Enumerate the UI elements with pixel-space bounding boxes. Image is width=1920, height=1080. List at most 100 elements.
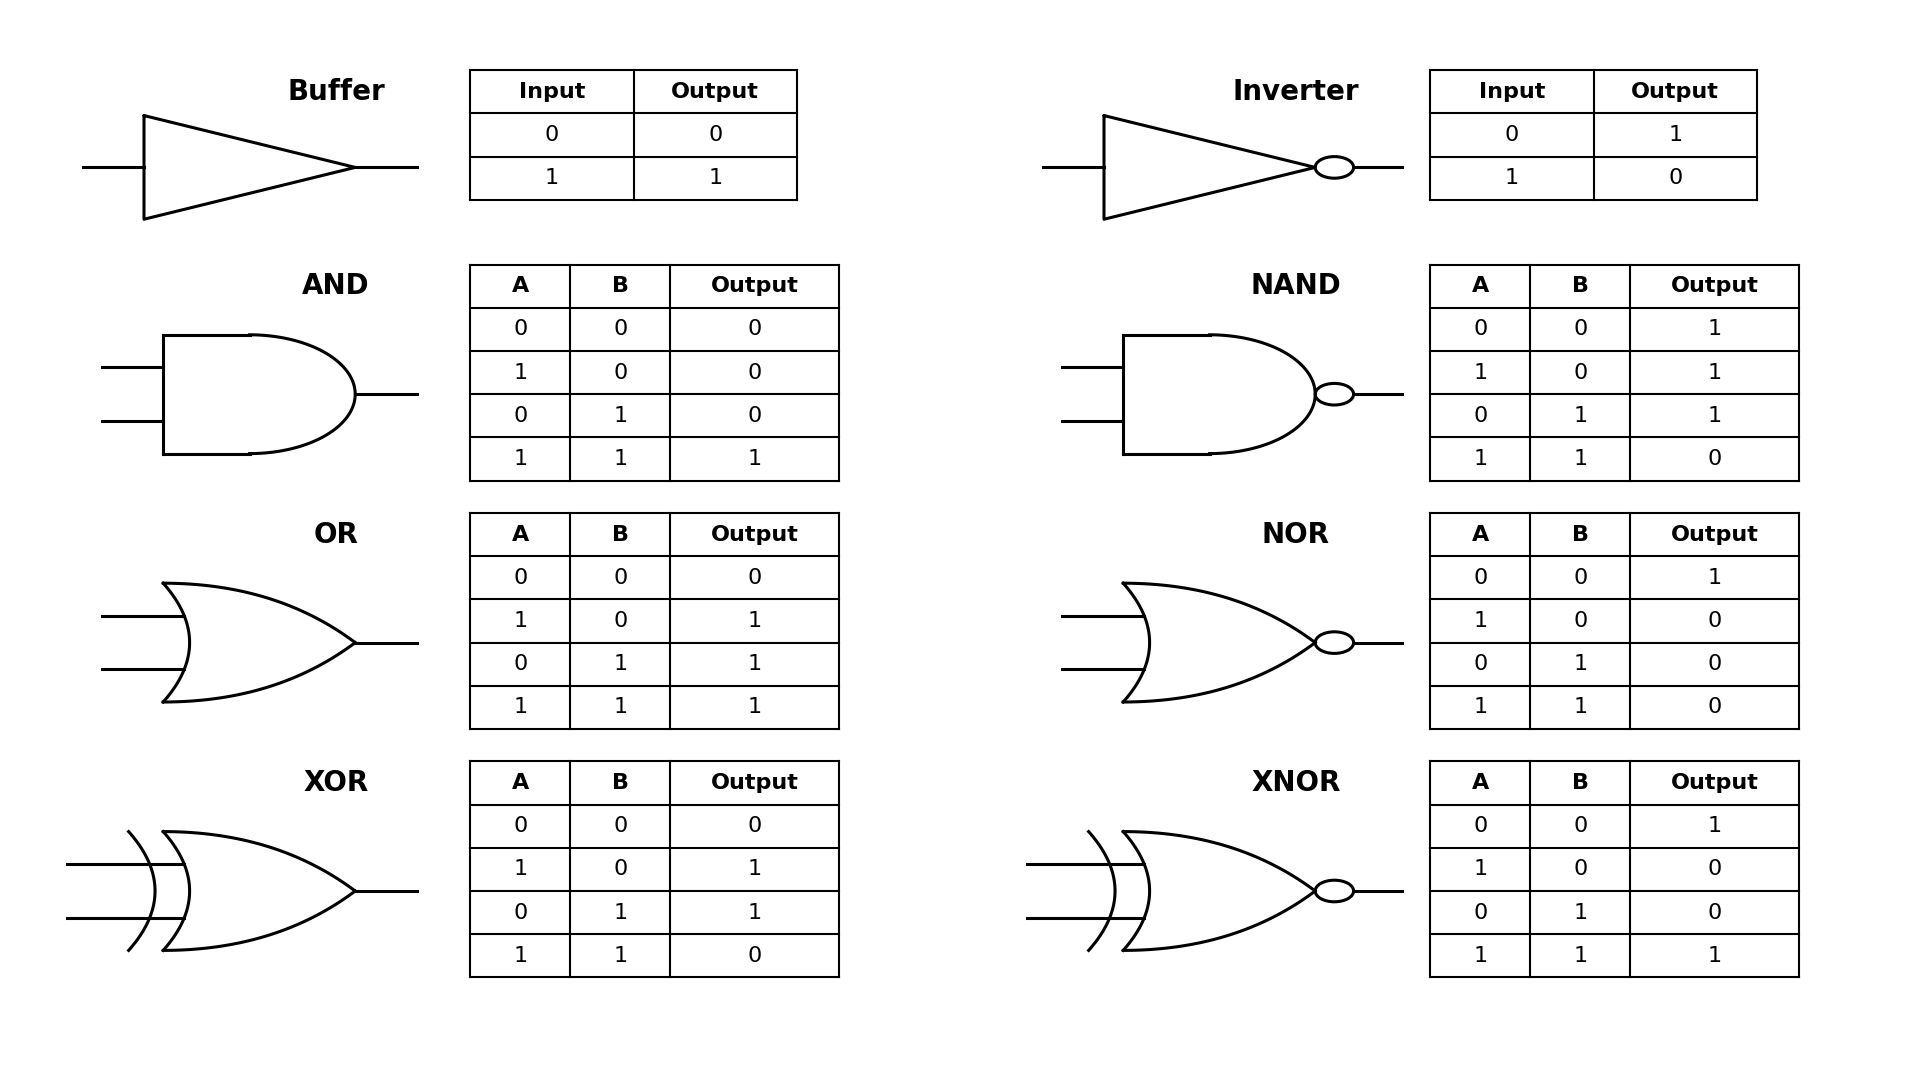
Text: Output: Output [1670, 525, 1759, 544]
Text: 1: 1 [1572, 449, 1588, 469]
Text: 0: 0 [1473, 406, 1488, 426]
Text: 0: 0 [1707, 449, 1722, 469]
Text: B: B [612, 773, 628, 793]
Text: 1: 1 [612, 903, 628, 922]
Text: 1: 1 [1707, 406, 1722, 426]
Text: 0: 0 [747, 946, 762, 966]
Text: 1: 1 [513, 860, 528, 879]
Text: 0: 0 [612, 320, 628, 339]
Text: 1: 1 [612, 654, 628, 674]
Text: 1: 1 [545, 168, 559, 188]
Text: 0: 0 [513, 568, 528, 588]
Text: 0: 0 [1572, 611, 1588, 631]
Text: A: A [513, 525, 528, 544]
Text: 0: 0 [513, 320, 528, 339]
Text: 0: 0 [1572, 568, 1588, 588]
Text: A: A [1473, 276, 1488, 296]
Text: 1: 1 [1572, 406, 1588, 426]
Text: 1: 1 [1707, 568, 1722, 588]
Text: Output: Output [1670, 276, 1759, 296]
Text: 1: 1 [612, 946, 628, 966]
Text: 0: 0 [1707, 860, 1722, 879]
Text: 0: 0 [747, 363, 762, 382]
Text: Output: Output [1670, 773, 1759, 793]
Text: NOR: NOR [1261, 521, 1331, 549]
Text: 0: 0 [513, 816, 528, 836]
Text: 1: 1 [1707, 320, 1722, 339]
Text: Output: Output [710, 773, 799, 793]
Text: 0: 0 [1473, 568, 1488, 588]
Text: 1: 1 [513, 611, 528, 631]
Text: XOR: XOR [303, 769, 369, 797]
Text: 1: 1 [1473, 946, 1488, 966]
Text: 0: 0 [1473, 320, 1488, 339]
Text: 0: 0 [612, 611, 628, 631]
Text: 1: 1 [1473, 363, 1488, 382]
Text: 0: 0 [545, 125, 559, 145]
Text: 1: 1 [747, 611, 762, 631]
Text: 1: 1 [612, 449, 628, 469]
Text: 0: 0 [747, 406, 762, 426]
Text: 1: 1 [747, 654, 762, 674]
Text: 1: 1 [1572, 903, 1588, 922]
Text: 0: 0 [747, 816, 762, 836]
Text: 1: 1 [708, 168, 722, 188]
Text: AND: AND [301, 272, 371, 300]
Text: B: B [612, 525, 628, 544]
Text: 0: 0 [1668, 168, 1682, 188]
Text: 0: 0 [513, 406, 528, 426]
Text: 0: 0 [1707, 903, 1722, 922]
Text: 0: 0 [612, 568, 628, 588]
Text: 1: 1 [1505, 168, 1519, 188]
Text: 1: 1 [1707, 946, 1722, 966]
Text: 0: 0 [1473, 903, 1488, 922]
Text: 0: 0 [612, 363, 628, 382]
Text: 0: 0 [747, 320, 762, 339]
Text: 1: 1 [1473, 860, 1488, 879]
Text: Inverter: Inverter [1233, 78, 1359, 106]
Text: XNOR: XNOR [1252, 769, 1340, 797]
Text: B: B [1572, 773, 1588, 793]
Text: 1: 1 [747, 449, 762, 469]
Text: 1: 1 [1473, 449, 1488, 469]
Text: 0: 0 [1707, 698, 1722, 717]
Text: NAND: NAND [1250, 272, 1342, 300]
Text: 0: 0 [513, 903, 528, 922]
Text: 1: 1 [1707, 363, 1722, 382]
Text: 0: 0 [1707, 611, 1722, 631]
Text: 0: 0 [1473, 816, 1488, 836]
Text: 0: 0 [612, 860, 628, 879]
Text: A: A [1473, 773, 1488, 793]
Text: 1: 1 [747, 903, 762, 922]
Text: Output: Output [672, 82, 758, 102]
Text: 0: 0 [1572, 363, 1588, 382]
Text: B: B [1572, 525, 1588, 544]
Text: B: B [612, 276, 628, 296]
Text: 1: 1 [1572, 698, 1588, 717]
Text: 0: 0 [1505, 125, 1519, 145]
Text: 1: 1 [612, 406, 628, 426]
Text: 0: 0 [1572, 860, 1588, 879]
Text: OR: OR [313, 521, 359, 549]
Text: Output: Output [710, 525, 799, 544]
Text: 1: 1 [612, 698, 628, 717]
Text: 1: 1 [1572, 946, 1588, 966]
Text: 1: 1 [513, 946, 528, 966]
Text: 0: 0 [1473, 654, 1488, 674]
Text: A: A [513, 773, 528, 793]
Text: 0: 0 [747, 568, 762, 588]
Text: 1: 1 [1668, 125, 1682, 145]
Text: 1: 1 [513, 698, 528, 717]
Text: A: A [1473, 525, 1488, 544]
Text: B: B [1572, 276, 1588, 296]
Text: 1: 1 [747, 698, 762, 717]
Text: 0: 0 [708, 125, 722, 145]
Text: Input: Input [518, 82, 586, 102]
Text: 1: 1 [1572, 654, 1588, 674]
Text: 1: 1 [1473, 611, 1488, 631]
Text: Output: Output [1632, 82, 1718, 102]
Text: 0: 0 [1707, 654, 1722, 674]
Text: Input: Input [1478, 82, 1546, 102]
Text: 1: 1 [1707, 816, 1722, 836]
Text: 0: 0 [513, 654, 528, 674]
